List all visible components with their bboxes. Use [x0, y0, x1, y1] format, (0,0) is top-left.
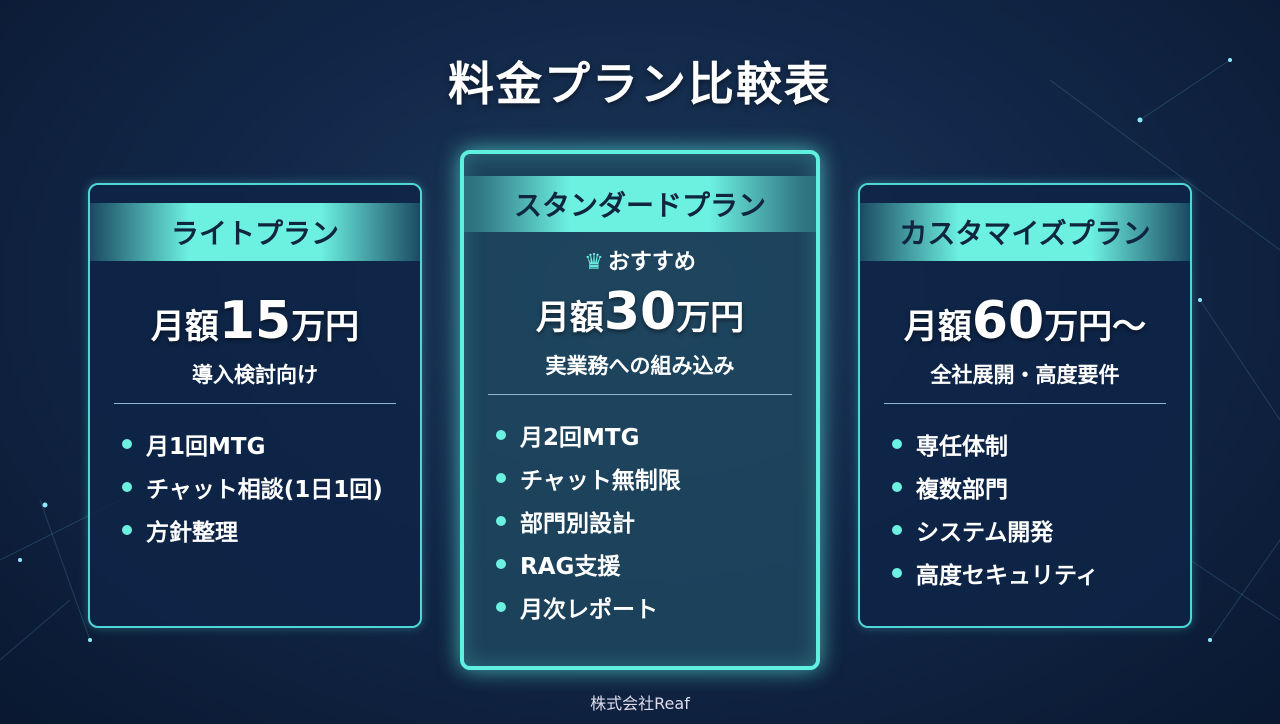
price-prefix: 月額 [150, 307, 219, 347]
plan-price: 月額60万円～ [860, 291, 1190, 351]
bullet-icon [122, 481, 132, 492]
price-value: 60 [971, 291, 1045, 351]
plan-card-light: ライトプラン 月額15万円 導入検討向け 月1回MTG チャット相談(1日1回)… [88, 183, 422, 628]
bullet-icon [892, 481, 902, 492]
badge-label: おすすめ [607, 250, 696, 275]
bullet-icon [892, 438, 902, 449]
feature-item: システム開発 [892, 508, 1190, 551]
price-suffix: 万円～ [1044, 307, 1147, 347]
feature-label: 月次レポート [520, 596, 658, 623]
divider [114, 403, 396, 404]
plan-tagline: 実業務への組み込み [545, 354, 735, 378]
divider [884, 403, 1166, 404]
plan-name: スタンダードプラン [464, 176, 816, 232]
price-prefix: 月額 [535, 298, 604, 338]
feature-label: 月1回MTG [146, 433, 266, 460]
feature-item: 高度セキュリティ [892, 551, 1190, 594]
plan-price: 月額30万円 [464, 282, 816, 342]
page-title: 料金プラン比較表 [448, 57, 832, 111]
feature-list: 専任体制 複数部門 システム開発 高度セキュリティ [892, 422, 1190, 594]
feature-label: 月2回MTG [520, 424, 640, 451]
crown-icon: ♛ [584, 250, 604, 275]
plan-tagline: 全社展開・高度要件 [930, 363, 1120, 387]
plan-name: ライトプラン [90, 203, 420, 261]
bullet-icon [122, 524, 132, 535]
feature-item: 月次レポート [496, 585, 816, 628]
company-name: 株式会社Reaf [590, 694, 690, 713]
feature-label: チャット無制限 [520, 467, 681, 494]
bullet-icon [496, 515, 506, 526]
price-suffix: 万円 [676, 298, 745, 338]
feature-label: チャット相談(1日1回) [146, 476, 383, 503]
price-value: 15 [218, 291, 292, 351]
bullet-icon [892, 567, 902, 578]
feature-item: 複数部門 [892, 465, 1190, 508]
price-suffix: 万円 [291, 307, 360, 347]
feature-label: 専任体制 [916, 433, 1008, 460]
feature-item: 方針整理 [122, 508, 420, 551]
feature-label: RAG支援 [520, 553, 621, 580]
plan-tagline: 導入検討向け [192, 363, 318, 387]
feature-list: 月1回MTG チャット相談(1日1回) 方針整理 [122, 422, 420, 551]
feature-label: システム開発 [916, 519, 1054, 546]
feature-item: 部門別設計 [496, 499, 816, 542]
feature-item: 専任体制 [892, 422, 1190, 465]
feature-label: 高度セキュリティ [916, 562, 1099, 589]
feature-list: 月2回MTG チャット無制限 部門別設計 RAG支援 月次レポート [496, 413, 816, 628]
plan-name: カスタマイズプラン [860, 203, 1190, 261]
feature-item: チャット相談(1日1回) [122, 465, 420, 508]
feature-item: 月2回MTG [496, 413, 816, 456]
price-value: 30 [603, 282, 677, 342]
plan-card-custom: カスタマイズプラン 月額60万円～ 全社展開・高度要件 専任体制 複数部門 シス… [858, 183, 1192, 628]
divider [488, 394, 792, 395]
bullet-icon [496, 558, 506, 569]
recommended-badge: ♛ おすすめ [464, 244, 816, 276]
bullet-icon [122, 438, 132, 449]
plan-price: 月額15万円 [90, 291, 420, 351]
bullet-icon [496, 429, 506, 440]
feature-label: 部門別設計 [520, 510, 635, 537]
bullet-icon [496, 601, 506, 612]
feature-item: チャット無制限 [496, 456, 816, 499]
price-prefix: 月額 [903, 307, 972, 347]
feature-label: 複数部門 [916, 476, 1008, 503]
bullet-icon [892, 524, 902, 535]
plan-card-standard: スタンダードプラン ♛ おすすめ 月額30万円 実業務への組み込み 月2回MTG … [460, 150, 820, 670]
bullet-icon [496, 472, 506, 483]
feature-label: 方針整理 [146, 519, 238, 546]
feature-item: 月1回MTG [122, 422, 420, 465]
feature-item: RAG支援 [496, 542, 816, 585]
